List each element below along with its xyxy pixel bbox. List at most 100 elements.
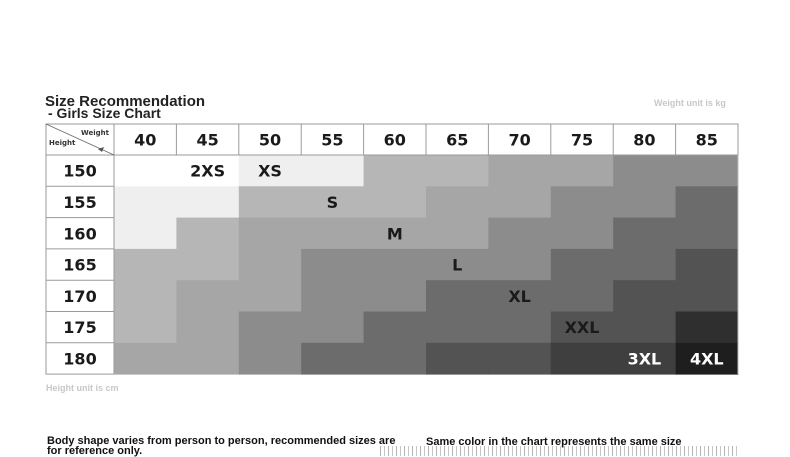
size-cell bbox=[238, 155, 302, 187]
size-cell bbox=[176, 186, 240, 219]
size-cell bbox=[363, 342, 427, 375]
size-cell bbox=[426, 186, 489, 219]
height-row-label: 165 bbox=[63, 256, 96, 275]
size-label: 3XL bbox=[628, 349, 662, 368]
size-cell bbox=[114, 311, 177, 344]
size-cell bbox=[675, 311, 739, 344]
height-row-label: 150 bbox=[63, 162, 96, 181]
height-unit-note: Height unit is cm bbox=[46, 383, 119, 393]
weight-header: 80 bbox=[633, 131, 655, 150]
size-cell bbox=[550, 217, 614, 250]
size-cell bbox=[488, 311, 552, 344]
size-cell bbox=[301, 342, 365, 375]
size-cell bbox=[363, 155, 427, 187]
weight-unit-note: Weight unit is kg bbox=[654, 98, 726, 108]
height-row-label: 170 bbox=[63, 287, 96, 306]
size-cell bbox=[363, 280, 427, 312]
weight-header: 50 bbox=[259, 131, 281, 150]
size-cell bbox=[613, 342, 677, 375]
size-cell bbox=[114, 186, 177, 219]
corner-arrow-icon bbox=[98, 147, 104, 152]
size-label: XL bbox=[508, 287, 531, 306]
footnote-color-meaning: Same color in the chart represents the s… bbox=[426, 436, 682, 448]
size-cell bbox=[301, 186, 365, 219]
size-cell bbox=[301, 155, 365, 187]
size-cell bbox=[238, 280, 302, 312]
size-cell bbox=[301, 217, 365, 250]
size-cell bbox=[238, 342, 302, 375]
height-column-bg bbox=[46, 155, 114, 375]
weight-header: 75 bbox=[571, 131, 593, 150]
height-column-border bbox=[45, 154, 115, 375]
size-label: S bbox=[327, 193, 339, 212]
size-cell bbox=[114, 280, 177, 312]
corner-weight-label: Weight bbox=[81, 129, 110, 137]
size-cell bbox=[114, 155, 177, 187]
height-row-label: 160 bbox=[63, 224, 96, 243]
weight-header: 40 bbox=[134, 131, 156, 150]
size-cell bbox=[675, 342, 739, 375]
chart-title: Size Recommendation bbox=[45, 93, 206, 110]
size-cell bbox=[675, 155, 739, 187]
height-row-label: 155 bbox=[63, 193, 96, 212]
size-cell bbox=[613, 217, 677, 250]
size-cell bbox=[238, 311, 302, 344]
size-cell bbox=[363, 248, 427, 281]
size-cell bbox=[488, 217, 552, 250]
size-cell bbox=[176, 342, 240, 375]
height-row-label: 175 bbox=[63, 318, 96, 337]
size-cell bbox=[550, 311, 614, 344]
footnote-reference: Body shape varies from person to person,… bbox=[47, 435, 396, 457]
size-cell bbox=[114, 248, 177, 281]
size-cell bbox=[550, 155, 614, 187]
size-cell bbox=[176, 280, 240, 312]
weight-header: 65 bbox=[446, 131, 468, 150]
size-cell bbox=[426, 311, 489, 344]
size-cell bbox=[613, 248, 677, 281]
size-label: XS bbox=[258, 162, 282, 181]
size-label: M bbox=[387, 224, 403, 243]
size-cell bbox=[238, 217, 302, 250]
size-cell bbox=[426, 280, 489, 312]
size-cell bbox=[488, 155, 552, 187]
size-cell bbox=[613, 280, 677, 312]
size-label: XXL bbox=[565, 318, 600, 337]
size-cell bbox=[426, 217, 489, 250]
size-cell bbox=[550, 186, 614, 219]
weight-header: 45 bbox=[196, 131, 218, 150]
size-cell bbox=[613, 311, 677, 344]
weight-header: 55 bbox=[321, 131, 343, 150]
size-cell bbox=[550, 248, 614, 281]
size-cell bbox=[176, 155, 240, 187]
size-label: L bbox=[452, 256, 462, 275]
size-cell bbox=[363, 311, 427, 344]
size-label: 2XS bbox=[190, 162, 225, 181]
header-row-bg bbox=[46, 124, 738, 155]
weight-header: 85 bbox=[696, 131, 718, 150]
size-cell bbox=[613, 186, 677, 219]
size-cell bbox=[176, 248, 240, 281]
size-cell bbox=[114, 217, 177, 250]
size-cell bbox=[675, 280, 739, 312]
chart-subtitle: - Girls Size Chart bbox=[48, 105, 161, 121]
height-row-label: 180 bbox=[63, 349, 96, 368]
size-cell bbox=[176, 311, 240, 344]
size-cell bbox=[238, 186, 302, 219]
corner-height-label: Height bbox=[49, 139, 76, 147]
size-cell bbox=[488, 342, 552, 375]
watermark-strip bbox=[380, 446, 740, 456]
size-cell bbox=[426, 155, 489, 187]
size-cell bbox=[488, 280, 552, 312]
size-cell bbox=[426, 342, 489, 375]
weight-header: 70 bbox=[508, 131, 530, 150]
size-cell bbox=[301, 311, 365, 344]
size-cell bbox=[301, 248, 365, 281]
size-cell bbox=[613, 155, 677, 187]
size-cell bbox=[238, 248, 302, 281]
size-cell bbox=[363, 186, 427, 219]
size-cell bbox=[176, 217, 240, 250]
size-cell bbox=[363, 217, 427, 250]
size-cell bbox=[675, 186, 739, 219]
size-cell bbox=[550, 342, 614, 375]
